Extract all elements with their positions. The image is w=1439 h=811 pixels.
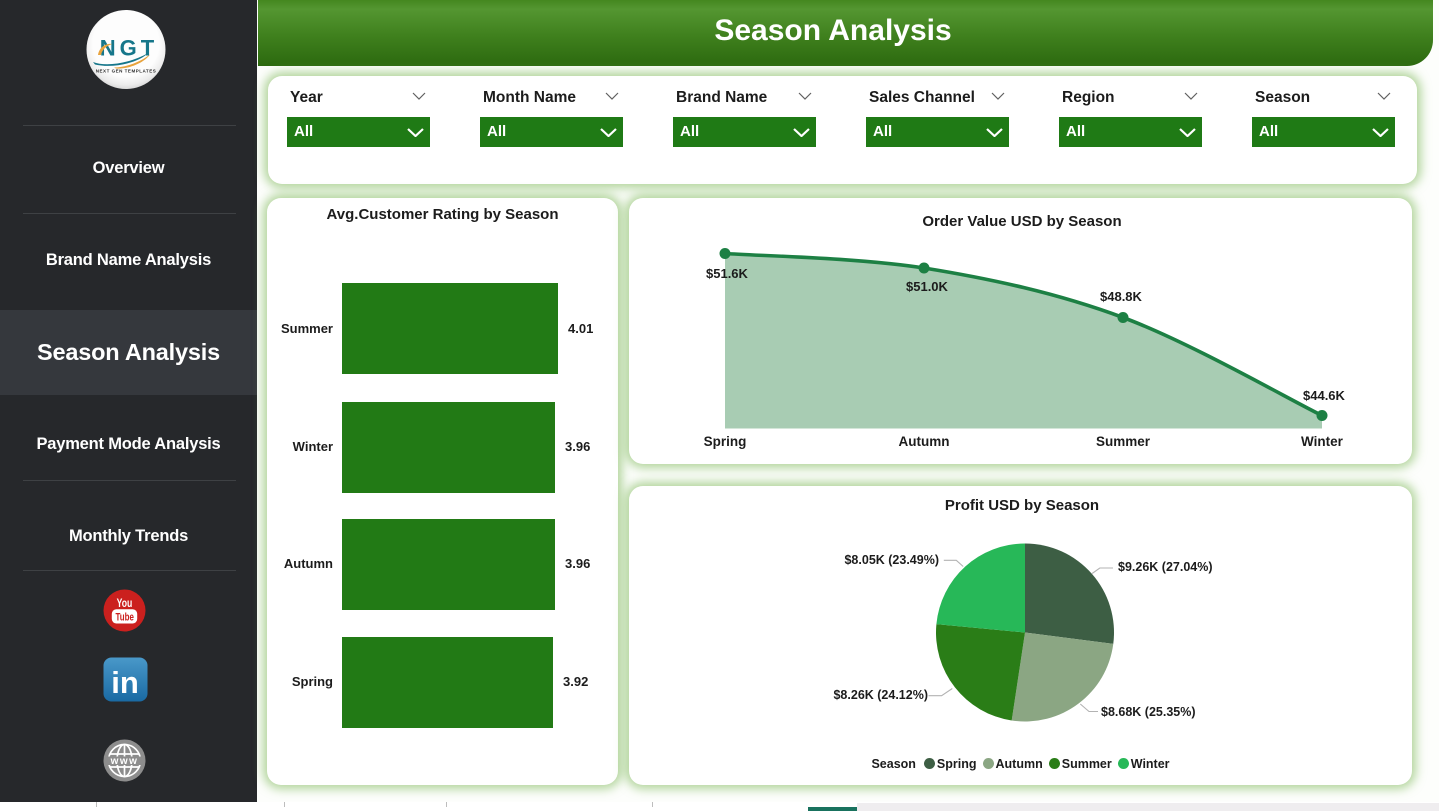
svg-text:Tube: Tube (116, 611, 134, 624)
svg-text:www: www (110, 756, 139, 767)
svg-text:in: in (111, 665, 139, 700)
svg-text:NGT: NGT (100, 36, 158, 61)
svg-text:NEXT GEN TEMPLATES: NEXT GEN TEMPLATES (96, 69, 156, 74)
svg-text:You: You (117, 598, 133, 611)
